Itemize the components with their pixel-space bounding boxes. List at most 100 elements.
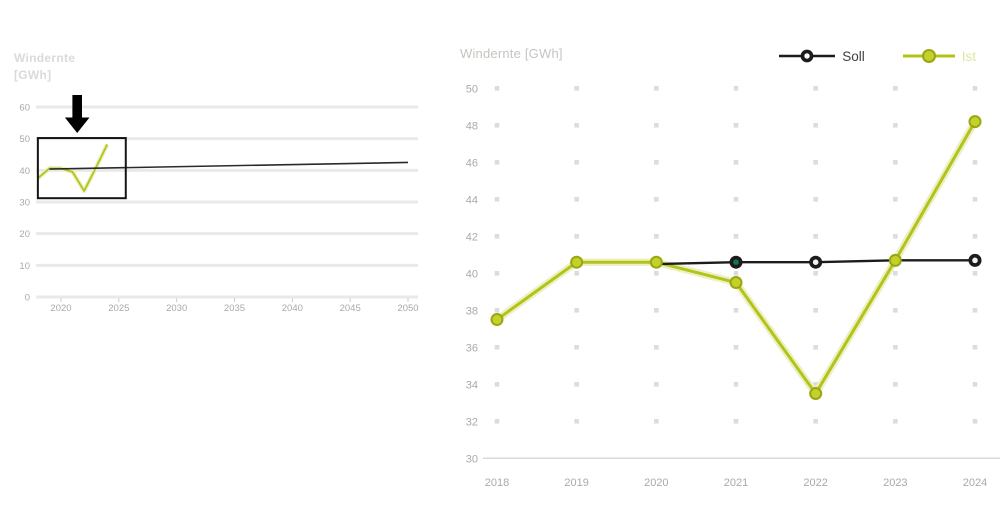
grid-dot xyxy=(733,419,739,424)
legend-item-soll: Soll xyxy=(779,48,865,64)
grid-dot xyxy=(972,382,978,387)
grid-dot xyxy=(654,86,659,91)
x-tick-label: 2045 xyxy=(340,303,361,314)
x-tick-label: 2020 xyxy=(644,477,668,489)
x-tick-label: 2025 xyxy=(108,303,129,314)
overview-title-line1: Windernte xyxy=(14,51,76,65)
grid-dot xyxy=(813,123,818,128)
grid-dot xyxy=(733,234,739,239)
grid-dot xyxy=(893,345,898,350)
grid-dot xyxy=(574,160,579,165)
y-tick-label: 50 xyxy=(466,83,478,95)
grid-dot xyxy=(654,382,659,387)
y-tick-label: 34 xyxy=(466,379,478,391)
grid-dot xyxy=(893,160,898,165)
x-tick-label: 2023 xyxy=(883,477,907,489)
grid-dot xyxy=(574,308,579,313)
legend-item-ist: Ist xyxy=(902,48,976,64)
grid-dot xyxy=(574,86,579,91)
grid-dot xyxy=(654,197,659,202)
legend-label-ist: Ist xyxy=(961,48,976,64)
ist-data-point xyxy=(729,276,743,290)
soll-legend-marker-center xyxy=(804,53,810,59)
legend-label-soll: Soll xyxy=(842,48,865,64)
y-tick-label: 10 xyxy=(19,261,30,272)
grid-dot xyxy=(654,160,659,165)
x-tick-label: 2022 xyxy=(803,477,827,489)
grid-dot xyxy=(733,197,739,202)
grid-dot xyxy=(494,382,500,387)
grid-dot xyxy=(494,197,500,202)
chart-legend: Soll Ist xyxy=(779,48,976,64)
grid-dot xyxy=(813,234,818,239)
grid-dot xyxy=(494,234,500,239)
grid-dot xyxy=(574,419,579,424)
ist-data-point xyxy=(490,313,504,327)
grid-dot xyxy=(494,419,500,424)
gridline xyxy=(36,105,418,109)
gridline xyxy=(36,200,418,204)
grid-dot xyxy=(654,308,659,313)
x-tick-label: 2019 xyxy=(564,477,588,489)
soll-line xyxy=(49,161,409,170)
grid-dot xyxy=(972,160,978,165)
grid-dot xyxy=(893,271,898,276)
grid-dot xyxy=(972,419,978,424)
y-tick-label: 38 xyxy=(466,305,478,317)
grid-dot xyxy=(813,86,818,91)
ist-series-icon xyxy=(902,49,955,63)
gridline xyxy=(36,137,418,141)
grid-dot xyxy=(574,345,579,350)
detail-plot-area: 50 48 46 44 42 40 38 36 34 32 30 2018 2019 2020 2021 20… xyxy=(466,83,1000,489)
y-tick-label: 48 xyxy=(466,120,478,132)
grid-dot xyxy=(893,86,898,91)
down-arrow-icon xyxy=(64,95,90,133)
y-tick-label: 40 xyxy=(466,268,478,280)
x-tick-label: 2018 xyxy=(485,477,509,489)
soll-data-point-center xyxy=(812,259,819,266)
grid-dot xyxy=(574,271,579,276)
grid-dot xyxy=(494,86,500,91)
grid-dot xyxy=(972,308,978,313)
grid-dot xyxy=(972,86,978,91)
grid-dot xyxy=(972,234,978,239)
ist-data-point xyxy=(968,115,982,129)
soll-data-point-center xyxy=(972,257,978,264)
y-tick-label: 44 xyxy=(466,194,478,206)
grid-dot xyxy=(494,308,500,313)
grid-dot xyxy=(813,197,818,202)
grid-dot xyxy=(574,123,579,128)
x-tick-label: 2040 xyxy=(282,303,303,314)
ist-data-point xyxy=(888,253,902,267)
zoom-box xyxy=(36,137,127,200)
y-tick-label: 30 xyxy=(19,197,30,208)
ist-legend-marker xyxy=(921,49,936,63)
overview-chart-title: Windernte [GWh] xyxy=(14,50,75,84)
grid-dot xyxy=(733,382,739,387)
grid-dot xyxy=(494,345,500,350)
gridline xyxy=(36,263,418,267)
y-tick-label: 60 xyxy=(19,102,30,113)
grid-dot xyxy=(733,86,739,91)
grid-dot xyxy=(494,160,500,165)
grid-dot xyxy=(893,234,898,239)
y-tick-label: 0 xyxy=(25,293,30,304)
grid-dot xyxy=(972,345,978,350)
grid-dot xyxy=(733,345,739,350)
grid-dot xyxy=(813,419,818,424)
y-tick-label: 42 xyxy=(466,231,478,243)
grid-dot xyxy=(733,308,739,313)
soll-data-point-center xyxy=(733,259,739,266)
y-tick-label: 46 xyxy=(466,157,478,169)
x-tick-label: 2024 xyxy=(963,477,987,489)
overview-title-line2: [GWh] xyxy=(14,68,52,82)
grid-dot xyxy=(972,271,978,276)
overview-chart: Windernte [GWh] 0 10 20 30 40 50 60 2020 2025 203… xyxy=(0,0,450,340)
y-tick-label: 32 xyxy=(466,416,478,428)
grid-dot xyxy=(813,160,818,165)
x-tick-label: 2035 xyxy=(224,303,245,314)
grid-dot xyxy=(494,271,500,276)
grid-dot xyxy=(813,382,818,387)
grid-dot xyxy=(654,419,659,424)
